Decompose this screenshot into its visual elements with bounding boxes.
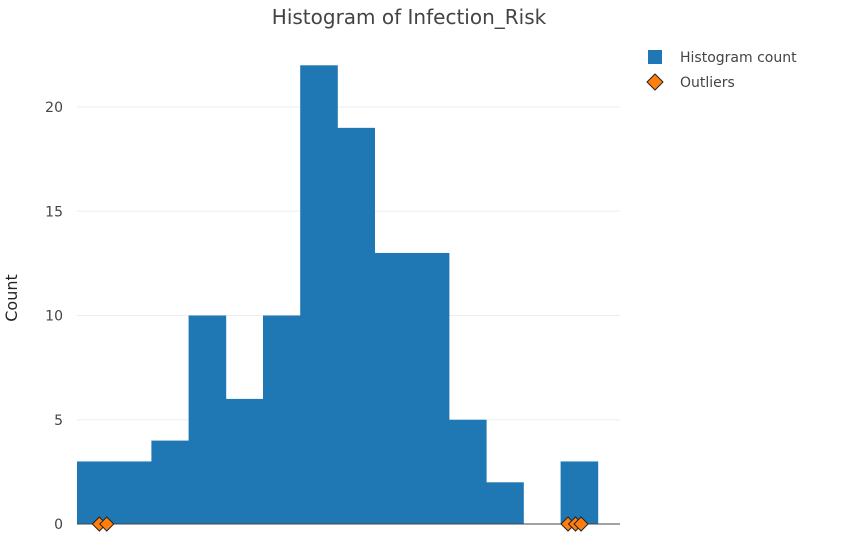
legend-item-outliers[interactable]: Outliers [646, 73, 735, 91]
histogram-bar[interactable] [300, 65, 338, 525]
y-tick-labels: 0 5 10 15 20 [45, 100, 63, 533]
y-tick-label: 0 [54, 517, 63, 533]
bars [77, 65, 599, 525]
histogram-bar[interactable] [337, 127, 375, 524]
outlier-point[interactable] [99, 516, 115, 532]
y-tick-label: 10 [45, 309, 63, 325]
chart-title: Histogram of Infection_Risk [272, 5, 547, 29]
histogram-bar[interactable] [151, 440, 189, 524]
histogram-bar[interactable] [225, 398, 264, 524]
histogram-bar[interactable] [114, 461, 152, 524]
histogram-bar[interactable] [560, 461, 599, 524]
outlier-point[interactable] [573, 516, 589, 532]
outlier-markers [91, 516, 589, 532]
legend-label-outliers: Outliers [680, 75, 735, 91]
histogram-bar[interactable] [374, 252, 413, 524]
histogram-bar[interactable] [411, 252, 450, 524]
legend-swatch-outliers [646, 73, 664, 91]
legend-item-histogram[interactable]: Histogram count [648, 50, 797, 66]
legend-label-histogram: Histogram count [680, 50, 797, 66]
histogram-bar[interactable] [188, 315, 227, 525]
histogram-bar[interactable] [486, 482, 524, 524]
legend-swatch-histogram [648, 50, 662, 64]
y-axis-title: Count [2, 274, 21, 322]
y-tick-label: 15 [45, 204, 63, 220]
y-tick-label: 20 [45, 100, 63, 116]
y-tick-label: 5 [54, 413, 63, 429]
histogram-bar[interactable] [77, 461, 115, 524]
histogram-bar[interactable] [263, 315, 301, 525]
legend[interactable]: Histogram count Outliers [646, 50, 797, 91]
histogram-bar[interactable] [449, 419, 487, 524]
